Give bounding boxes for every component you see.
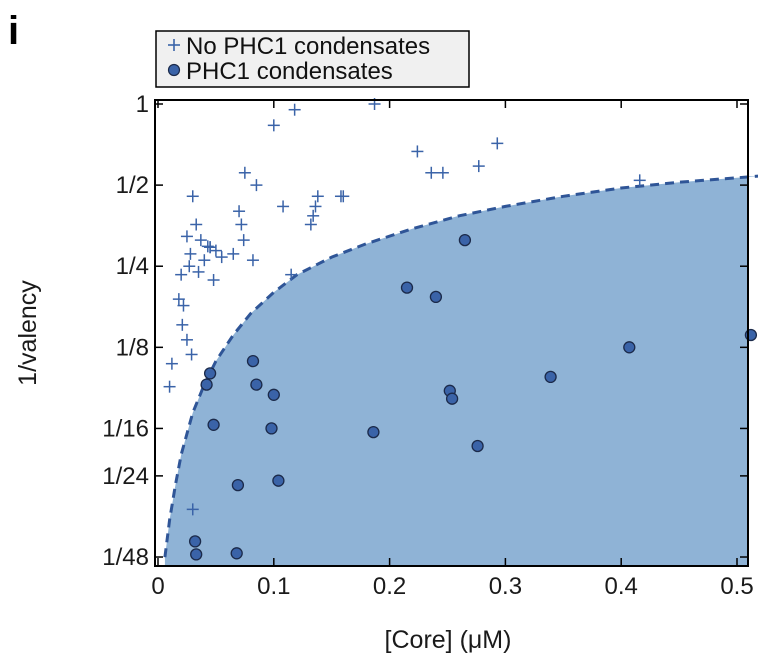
y-tick-label: 1/4 — [116, 253, 149, 280]
y-tick-label: 1/8 — [116, 334, 149, 361]
data-point-plus — [175, 268, 188, 281]
phase-region — [164, 176, 758, 566]
data-point-plus — [309, 200, 322, 213]
x-tick-label: 0.5 — [720, 573, 753, 600]
data-point-plus — [163, 380, 176, 393]
x-tick-label: 0.1 — [257, 573, 290, 600]
data-point-plus — [190, 218, 203, 231]
legend-plus-icon — [168, 39, 180, 51]
boundary-curve — [163, 174, 758, 558]
data-point-plus — [185, 348, 198, 361]
data-point-circle — [203, 367, 217, 380]
y-tick-label: 1/48 — [102, 544, 149, 571]
data-point-plus — [472, 160, 485, 173]
y-axis: 1 1/2 1/4 1/8 1/16 1/24 1/48 — [102, 91, 748, 571]
data-point-plus — [491, 137, 504, 150]
data-point-circle — [250, 378, 263, 391]
data-point-circle — [231, 478, 245, 492]
data-point-plus — [184, 247, 197, 260]
data-point-plus — [277, 200, 290, 213]
x-axis-title: [Core] (μM) — [385, 626, 512, 654]
panel-label: i — [8, 9, 19, 53]
data-point-circle — [471, 439, 484, 453]
data-point-plus — [235, 218, 248, 231]
data-point-circle — [265, 422, 278, 435]
series-condensates — [188, 233, 758, 561]
data-point-plus — [209, 244, 222, 257]
data-point-circle — [267, 388, 280, 401]
data-point-circle — [544, 370, 557, 384]
data-point-plus — [288, 103, 301, 116]
x-axis: 0 0.1 0.2 0.3 0.4 0.5 — [151, 100, 754, 600]
data-point-plus — [186, 190, 199, 203]
data-point-circle — [623, 341, 636, 354]
data-point-circle — [445, 392, 459, 405]
plot-area — [163, 98, 758, 566]
x-tick-label: 0.3 — [489, 573, 522, 600]
data-point-plus — [227, 247, 240, 260]
data-point-circle — [188, 535, 202, 548]
y-tick-label: 1/24 — [102, 463, 149, 490]
data-point-plus — [186, 503, 199, 516]
data-point-plus — [237, 234, 250, 247]
data-point-plus — [285, 268, 298, 281]
data-point-plus — [183, 260, 196, 273]
data-point-plus — [176, 318, 189, 331]
legend-circle-icon — [167, 63, 181, 77]
data-point-circle — [429, 290, 443, 304]
data-point-circle — [200, 378, 213, 391]
data-point-circle — [400, 281, 414, 294]
data-point-circle — [246, 354, 260, 368]
x-tick-label: 0 — [151, 573, 164, 600]
y-axis-title: 1/valency — [14, 280, 42, 386]
data-point-plus — [304, 218, 317, 231]
data-point-plus — [180, 333, 193, 346]
data-point-plus — [180, 230, 193, 243]
data-point-circle — [230, 547, 243, 560]
data-point-plus — [633, 174, 646, 187]
plot-frame — [154, 99, 749, 567]
data-point-plus — [172, 293, 185, 306]
data-point-circle — [367, 425, 380, 439]
y-tick-label: 1/2 — [116, 172, 149, 199]
data-point-circle — [207, 418, 220, 431]
x-tick-label: 0.2 — [373, 573, 406, 600]
data-point-circle — [190, 548, 203, 561]
data-point-plus — [177, 299, 190, 312]
data-point-plus — [337, 190, 350, 203]
data-point-plus — [425, 166, 438, 179]
data-point-plus — [194, 234, 207, 247]
x-tick-label: 0.4 — [605, 573, 638, 600]
data-point-plus — [198, 254, 211, 267]
data-point-plus — [233, 205, 246, 218]
data-point-plus — [411, 145, 424, 158]
data-point-plus — [311, 190, 324, 203]
data-point-plus — [215, 251, 228, 264]
data-point-plus — [165, 357, 178, 370]
legend-label-condensates: PHC1 condensates — [186, 58, 393, 85]
legend: No PHC1 condensates PHC1 condensates — [155, 30, 470, 88]
data-point-plus — [246, 254, 259, 267]
data-point-circle — [458, 233, 472, 247]
data-point-plus — [238, 166, 251, 179]
data-point-plus — [201, 240, 214, 253]
data-point-plus — [436, 166, 449, 179]
data-point-plus — [250, 179, 263, 192]
data-point-plus — [307, 209, 320, 222]
data-point-circle — [272, 474, 285, 487]
data-point-plus — [267, 119, 280, 132]
legend-label-no-condensates: No PHC1 condensates — [186, 33, 430, 60]
data-point-plus — [192, 265, 205, 278]
y-tick-label: 1 — [136, 91, 149, 118]
y-tick-label: 1/16 — [102, 415, 149, 442]
data-point-plus — [204, 241, 217, 254]
series-no-condensates — [163, 98, 646, 516]
data-point-plus — [207, 274, 220, 287]
legend-box — [155, 30, 470, 88]
